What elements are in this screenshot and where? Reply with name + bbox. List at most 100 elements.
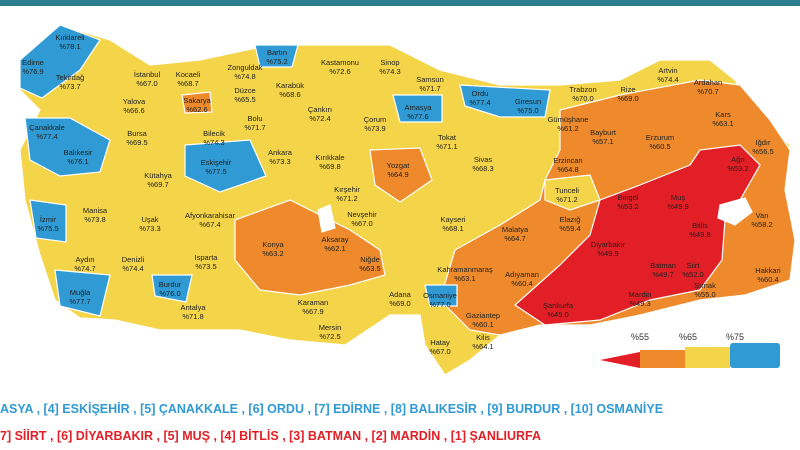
province-value: %74.3 — [203, 138, 224, 147]
province-value: %73.7 — [59, 82, 80, 91]
province-name: Kars — [715, 110, 731, 119]
province-value: %62.6 — [186, 105, 207, 114]
province-value: %72.5 — [319, 332, 340, 341]
province-value: %49.3 — [629, 299, 650, 308]
province-name: Karabük — [276, 81, 304, 90]
province-name: Edirne — [22, 58, 44, 67]
province-value: %49.7 — [652, 270, 673, 279]
footer-line: 7] SİİRT , [6] DİYARBAKIR , [5] MUŞ , [4… — [0, 428, 541, 443]
region-blue-bartin — [254, 44, 299, 68]
province-name: Çankırı — [308, 105, 332, 114]
province-value: %73.3 — [139, 224, 160, 233]
province-name: Bartın — [267, 48, 287, 57]
province-value: %76.1 — [67, 157, 88, 166]
province-name: Uşak — [141, 215, 158, 224]
province-value: %69.7 — [147, 180, 168, 189]
province-value: %49.9 — [667, 202, 688, 211]
province-name: Kahramanmaraş — [437, 265, 493, 274]
province-value: %68.1 — [442, 224, 463, 233]
province-name: Samsun — [416, 75, 444, 84]
province-name: Elazığ — [560, 215, 581, 224]
province-name: Düzce — [234, 86, 255, 95]
province-name: Muğla — [70, 288, 91, 297]
province-name: Sakarya — [183, 96, 211, 105]
province-name: Erzurum — [646, 133, 674, 142]
province-name: Bilecik — [203, 129, 225, 138]
province-name: Niğde — [360, 255, 380, 264]
province-value: %64.1 — [472, 342, 493, 351]
province-value: %60.5 — [649, 142, 670, 151]
province-name: Tunceli — [555, 186, 579, 195]
legend-label: %65 — [679, 332, 697, 342]
province-name: Hakkari — [755, 266, 781, 275]
province-name: Van — [756, 211, 769, 220]
province-value: %61.2 — [557, 124, 578, 133]
province-value: %74.4 — [122, 264, 143, 273]
legend-blue — [730, 343, 780, 368]
province-name: Tekirdağ — [56, 73, 84, 82]
province-name: Kırklareli — [55, 33, 85, 42]
province-value: %74.7 — [74, 264, 95, 273]
province-name: Şırnak — [694, 281, 716, 290]
province-name: Artvin — [658, 66, 677, 75]
province-value: %68.6 — [279, 90, 300, 99]
region-red — [514, 144, 761, 326]
province-name: Şanlıurfa — [543, 301, 574, 310]
legend-label: %55 — [631, 332, 649, 342]
lake-van — [717, 197, 753, 226]
province-value: %69.5 — [126, 138, 147, 147]
province-value: %56.5 — [752, 147, 773, 156]
province-value: %58.2 — [751, 220, 772, 229]
province-name: Osmaniye — [423, 291, 457, 300]
province-value: %67.9 — [302, 307, 323, 316]
region-orange-yozgat — [369, 147, 433, 203]
province-value: %49.8 — [689, 230, 710, 239]
province-name: Burdur — [159, 280, 182, 289]
province-value: %70.0 — [572, 94, 593, 103]
province-value: %45.0 — [547, 310, 568, 319]
province-value: %78.1 — [59, 42, 80, 51]
region-yellow-tunceli — [544, 174, 601, 211]
province-name: Malatya — [502, 225, 529, 234]
province-value: %71.1 — [436, 142, 457, 151]
header-bar — [0, 0, 800, 6]
province-value: %73.8 — [84, 215, 105, 224]
province-name: Adana — [389, 290, 412, 299]
province-value: %69.8 — [319, 162, 340, 171]
province-value: %69.0 — [389, 299, 410, 308]
province-name: Kırıkkale — [315, 153, 344, 162]
province-value: %63.1 — [712, 119, 733, 128]
province-name: Siirt — [687, 261, 701, 270]
province-name: Çorum — [364, 115, 387, 124]
province-value: %71.7 — [244, 123, 265, 132]
province-name: Aksaray — [321, 235, 348, 244]
region-orange-sakarya — [181, 91, 213, 114]
lake-tuz — [317, 204, 336, 233]
province-value: %67.0 — [429, 347, 450, 356]
province-name: Ankara — [268, 148, 293, 157]
region-blue-burdur — [151, 274, 193, 303]
province-value: %71.8 — [182, 312, 203, 321]
province-value: %72.4 — [309, 114, 330, 123]
province-value: %74.8 — [234, 72, 255, 81]
province-value: %74.4 — [657, 75, 678, 84]
province-value: %71.7 — [419, 84, 440, 93]
province-name: Tokat — [438, 133, 457, 142]
province-value: %73.3 — [269, 157, 290, 166]
province-name: Afyonkarahisar — [185, 211, 236, 220]
province-value: %71.2 — [556, 195, 577, 204]
province-value: %60.4 — [757, 275, 778, 284]
province-name: İzmir — [40, 215, 57, 224]
province-name: Kilis — [476, 333, 490, 342]
province-name: Gümüşhane — [548, 115, 589, 124]
legend-label: %75 — [726, 332, 744, 342]
province-name: Bursa — [127, 129, 147, 138]
province-value: %62.1 — [324, 244, 345, 253]
province-value: %68.3 — [472, 164, 493, 173]
province-name: Adıyaman — [505, 270, 539, 279]
province-name: Muş — [671, 193, 685, 202]
province-name: Mardin — [629, 290, 652, 299]
province-value: %60.4 — [511, 279, 532, 288]
province-name: Amasya — [404, 103, 432, 112]
